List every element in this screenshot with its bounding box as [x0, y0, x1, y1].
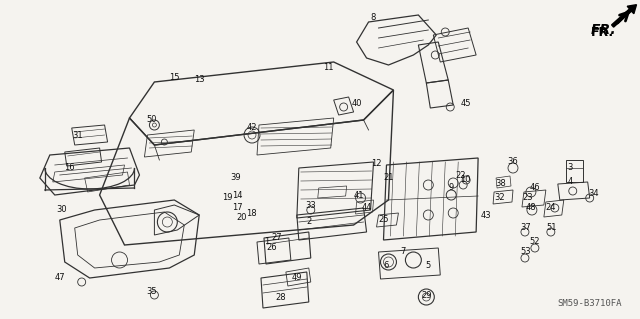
Text: 19: 19	[222, 194, 232, 203]
Text: 32: 32	[495, 194, 506, 203]
Text: FR.: FR.	[591, 26, 614, 40]
Text: 49: 49	[292, 273, 302, 283]
Text: 28: 28	[276, 293, 286, 302]
FancyArrow shape	[612, 5, 637, 27]
Text: 35: 35	[146, 287, 157, 296]
Text: 38: 38	[495, 179, 506, 188]
Text: 40: 40	[351, 99, 362, 108]
Text: 1: 1	[264, 238, 269, 247]
Text: 24: 24	[545, 204, 556, 212]
Text: 52: 52	[530, 238, 540, 247]
Text: 43: 43	[481, 211, 492, 219]
Text: 53: 53	[520, 248, 531, 256]
Text: 3: 3	[567, 164, 572, 173]
Text: 50: 50	[146, 115, 157, 124]
Text: 23: 23	[523, 194, 533, 203]
Text: 46: 46	[529, 183, 540, 192]
Text: 20: 20	[237, 213, 247, 222]
Text: 14: 14	[232, 190, 243, 199]
Text: 5: 5	[426, 261, 431, 270]
Text: 51: 51	[547, 224, 557, 233]
Text: 30: 30	[56, 205, 67, 214]
Text: 18: 18	[246, 209, 257, 218]
Text: 33: 33	[305, 201, 316, 210]
Text: 15: 15	[169, 72, 180, 81]
Text: 21: 21	[383, 174, 394, 182]
Text: 6: 6	[384, 261, 389, 270]
Text: FR.: FR.	[591, 23, 616, 37]
Text: 13: 13	[194, 76, 205, 85]
Text: 44: 44	[362, 204, 372, 212]
Text: 29: 29	[421, 292, 431, 300]
Text: 37: 37	[520, 224, 531, 233]
Text: 8: 8	[371, 13, 376, 23]
Text: 17: 17	[232, 203, 243, 211]
Text: 39: 39	[231, 174, 241, 182]
Text: 27: 27	[271, 234, 282, 242]
Text: 10: 10	[460, 174, 470, 183]
Text: 12: 12	[371, 159, 382, 167]
Text: 22: 22	[455, 170, 465, 180]
Text: 4: 4	[567, 177, 572, 187]
Text: 36: 36	[508, 158, 518, 167]
Text: 31: 31	[72, 130, 83, 139]
Text: 11: 11	[323, 63, 334, 72]
Text: 42: 42	[247, 123, 257, 132]
Text: 2: 2	[306, 218, 312, 226]
Text: 47: 47	[54, 273, 65, 283]
Text: 7: 7	[401, 248, 406, 256]
Text: 48: 48	[525, 204, 536, 212]
Text: 41: 41	[353, 190, 364, 199]
Text: 34: 34	[588, 189, 599, 197]
Text: 16: 16	[65, 164, 75, 173]
Text: 26: 26	[267, 243, 277, 253]
Text: 45: 45	[461, 99, 472, 108]
Text: SM59-B3710FA: SM59-B3710FA	[558, 299, 622, 308]
Text: 9: 9	[449, 183, 454, 192]
Text: 25: 25	[378, 216, 388, 225]
